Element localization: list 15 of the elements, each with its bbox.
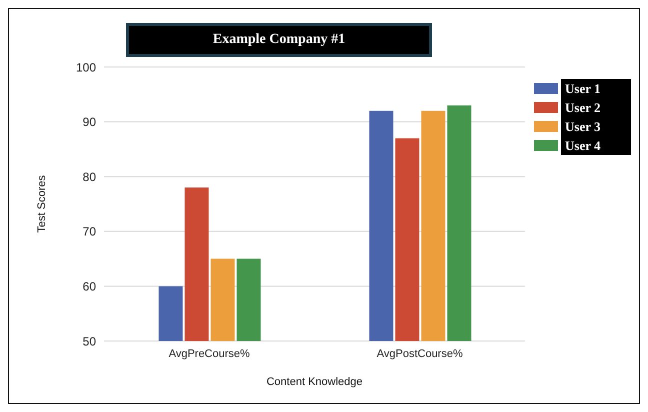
y-tick-label: 70 — [82, 224, 96, 239]
x-tick-label: AvgPostCourse% — [376, 348, 463, 360]
legend-label: User 3 — [561, 117, 631, 136]
y-tick-label: 90 — [82, 115, 96, 130]
y-tick-label: 50 — [82, 334, 96, 348]
legend-label: User 4 — [561, 136, 631, 155]
legend-label: User 1 — [561, 79, 631, 98]
x-axis-title: Content Knowledge — [266, 376, 363, 388]
y-tick-label: 100 — [76, 60, 96, 74]
x-tick-label: AvgPreCourse% — [168, 348, 250, 360]
y-axis-title: Test Scores — [36, 174, 48, 233]
y-tick-label: 60 — [82, 279, 96, 294]
y-tick-label: 80 — [82, 170, 96, 184]
chart-title: Example Company #1 — [126, 23, 432, 57]
legend-label: User 2 — [561, 98, 631, 117]
